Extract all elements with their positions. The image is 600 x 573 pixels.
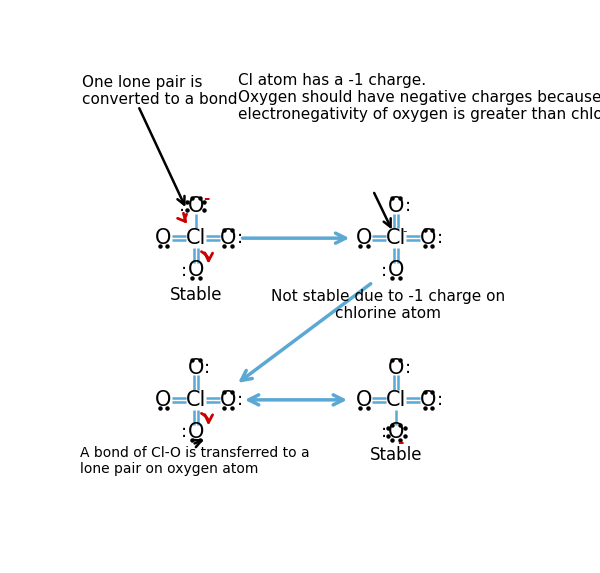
Text: O: O [188, 261, 204, 281]
Text: :: : [236, 391, 243, 409]
Text: A bond of Cl-O is transferred to a
lone pair on oxygen atom: A bond of Cl-O is transferred to a lone … [80, 446, 310, 476]
Text: -: - [203, 191, 209, 206]
Text: -: - [402, 226, 407, 238]
Text: O: O [220, 390, 236, 410]
Text: :: : [181, 423, 187, 441]
Text: :: : [437, 229, 443, 247]
Text: :: : [380, 423, 387, 441]
Text: :: : [181, 261, 187, 280]
Text: O: O [420, 228, 437, 248]
Text: O: O [188, 358, 204, 378]
Text: :: : [380, 261, 387, 280]
Text: O: O [420, 390, 437, 410]
Text: O: O [155, 390, 172, 410]
Text: :: : [404, 197, 410, 215]
Text: :: : [437, 391, 443, 409]
Text: O: O [356, 390, 372, 410]
Text: Stable: Stable [370, 446, 422, 464]
Text: :: : [404, 359, 410, 376]
Text: Stable: Stable [170, 286, 222, 304]
Text: O: O [388, 358, 404, 378]
Text: O: O [388, 422, 404, 442]
Text: Cl: Cl [185, 390, 206, 410]
Text: O: O [155, 228, 172, 248]
Text: O: O [188, 196, 204, 216]
Text: O: O [388, 196, 404, 216]
Text: :: : [179, 197, 185, 215]
Text: O: O [188, 422, 204, 442]
Text: O: O [220, 228, 236, 248]
FancyArrowPatch shape [202, 252, 212, 261]
Text: One lone pair is
converted to a bond: One lone pair is converted to a bond [82, 75, 238, 107]
Text: Not stable due to -1 charge on
chlorine atom: Not stable due to -1 charge on chlorine … [271, 289, 505, 321]
Text: O: O [356, 228, 372, 248]
Text: -: - [397, 435, 404, 450]
FancyArrowPatch shape [202, 413, 212, 422]
Text: :: : [236, 229, 243, 247]
Text: Cl: Cl [386, 390, 406, 410]
Text: Cl: Cl [386, 228, 406, 248]
Text: :: : [205, 359, 211, 376]
Text: O: O [388, 261, 404, 281]
Text: Cl atom has a -1 charge.
Oxygen should have negative charges because
electronega: Cl atom has a -1 charge. Oxygen should h… [238, 73, 600, 123]
FancyArrowPatch shape [178, 213, 187, 222]
Text: Cl: Cl [185, 228, 206, 248]
